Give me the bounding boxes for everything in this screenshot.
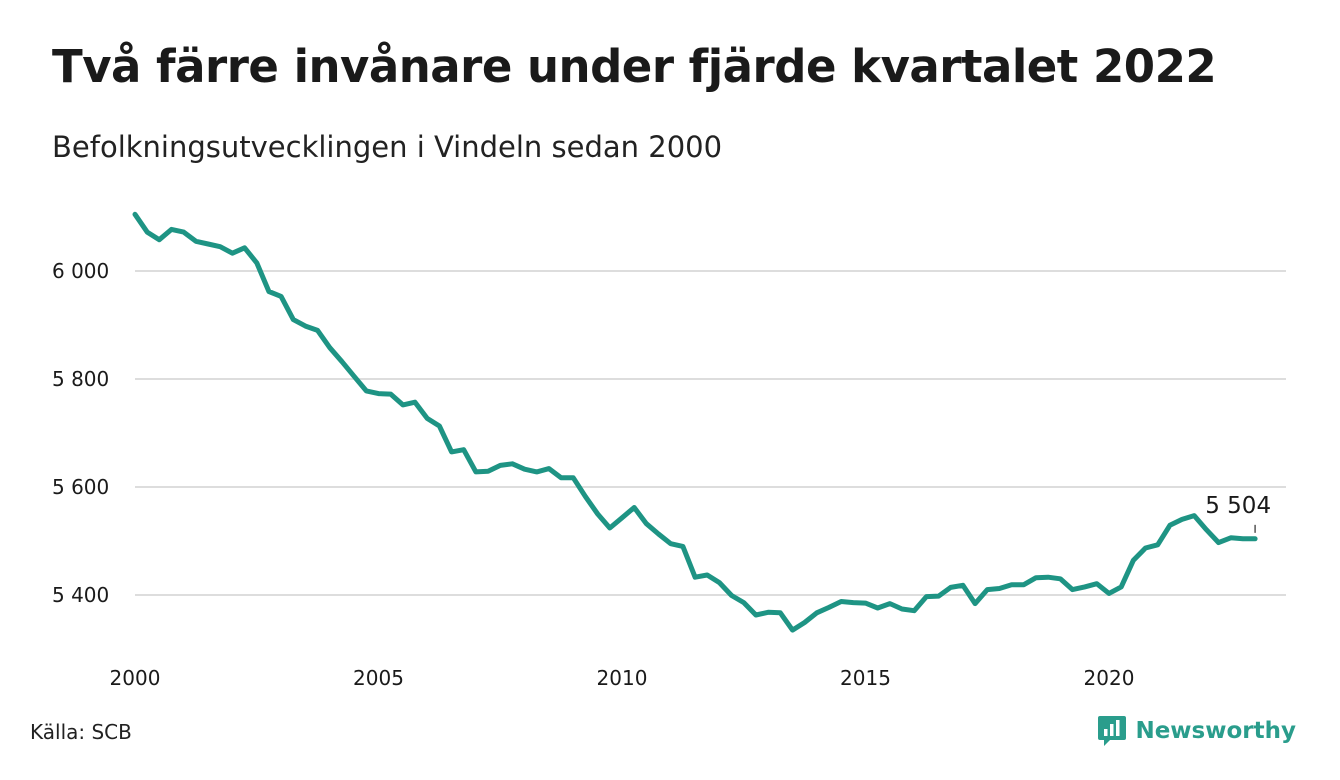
last-value-label: 5 504 [1205, 493, 1271, 519]
series-line [132, 211, 1258, 633]
x-axis-ticks: 2000 2005 2010 2015 2020 [110, 666, 1135, 690]
y-tick-label: 6 000 [52, 259, 109, 283]
chart-subtitle: Befolkningsutvecklingen i Vindeln sedan … [52, 130, 723, 164]
y-tick-label: 5 400 [52, 583, 109, 607]
series-group [132, 211, 1258, 633]
brand-logo: Newsworthy [1097, 714, 1296, 748]
newsworthy-logo-icon [1098, 716, 1127, 746]
chart-title: Två färre invånare under fjärde kvartale… [52, 40, 1217, 93]
data-labels: 5 504 [1205, 493, 1271, 533]
x-tick-label: 2000 [110, 666, 161, 690]
y-tick-label: 5 800 [52, 367, 109, 391]
x-tick-label: 2005 [353, 666, 404, 690]
gridlines [135, 270, 1286, 596]
y-axis-ticks: 6 000 5 800 5 600 5 400 [52, 259, 109, 607]
source-note: Källa: SCB [30, 720, 132, 744]
x-tick-label: 2015 [840, 666, 891, 690]
x-tick-label: 2010 [597, 666, 648, 690]
y-tick-label: 5 600 [52, 475, 109, 499]
x-tick-label: 2020 [1084, 666, 1135, 690]
brand-name: Newsworthy [1135, 718, 1296, 744]
